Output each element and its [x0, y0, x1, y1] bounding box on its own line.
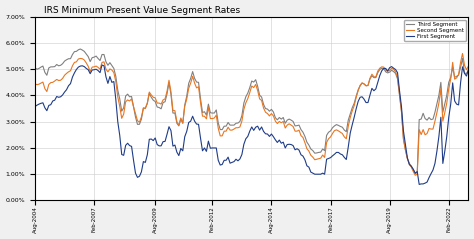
Line: Second Segment: Second Segment: [35, 54, 468, 175]
First Segment: [158, 144, 164, 147]
Second Segment: [32, 82, 38, 85]
Line: Third Segment: Third Segment: [35, 49, 468, 174]
Third Segment: [249, 80, 255, 82]
Third Segment: [176, 125, 182, 127]
First Segment: [176, 154, 182, 157]
First Segment: [99, 64, 105, 66]
Line: First Segment: First Segment: [35, 65, 468, 185]
Second Segment: [156, 102, 162, 104]
Legend: Third Segment, Second Segment, First Segment: Third Segment, Second Segment, First Seg…: [404, 20, 465, 41]
Second Segment: [465, 65, 471, 67]
Third Segment: [316, 151, 321, 154]
First Segment: [316, 173, 321, 176]
First Segment: [32, 105, 38, 108]
Second Segment: [174, 120, 180, 123]
Second Segment: [314, 158, 319, 161]
Second Segment: [460, 52, 465, 55]
First Segment: [80, 64, 85, 67]
Second Segment: [247, 91, 253, 94]
Second Segment: [80, 57, 85, 60]
Third Segment: [283, 122, 288, 125]
First Segment: [249, 125, 255, 128]
Third Segment: [465, 69, 471, 72]
Second Segment: [281, 120, 286, 123]
Second Segment: [412, 174, 418, 177]
Third Segment: [158, 107, 164, 110]
First Segment: [283, 147, 288, 149]
Third Segment: [77, 48, 83, 50]
Third Segment: [82, 50, 87, 53]
Third Segment: [412, 172, 418, 175]
Text: IRS Minimum Present Value Segment Rates: IRS Minimum Present Value Segment Rates: [44, 5, 240, 15]
First Segment: [416, 183, 422, 186]
Third Segment: [32, 66, 38, 69]
First Segment: [465, 68, 471, 71]
